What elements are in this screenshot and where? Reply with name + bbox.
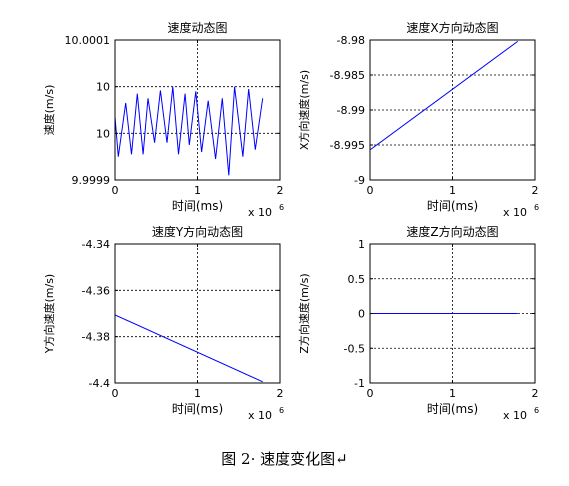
chart-panel-2: 0 1 2 -9 -8.995 -8.99 -8.985 -8.98 速度X方向动态图时间(ms…: [297, 20, 539, 219]
x-tick-label: 2: [277, 387, 284, 400]
x-exponent-power: 6: [534, 203, 539, 212]
x-axis-label: 时间(ms): [427, 199, 478, 213]
y-axis-label: Z方向速度(m/s): [297, 273, 311, 353]
chart-title: 速度Y方向动态图: [152, 224, 243, 239]
x-tick-label: 2: [532, 387, 539, 400]
x-exponent-base: x 10: [248, 409, 272, 422]
y-tick-label: -8.99: [337, 104, 365, 117]
x-exponent-power: 6: [279, 406, 284, 415]
y-tick-label: -8.985: [330, 69, 365, 82]
y-axis-label: Y方向速度(m/s): [42, 274, 56, 354]
y-tick-label: -4.38: [82, 331, 110, 344]
x-axis-label: 时间(ms): [427, 402, 478, 416]
x-tick-label: 2: [532, 184, 539, 197]
x-exponent-power: 6: [534, 406, 539, 415]
y-tick-label: -1: [354, 377, 365, 390]
series-line: [115, 86, 264, 176]
x-exponent-base: x 10: [503, 409, 527, 422]
chart-title: 速度动态图: [167, 20, 227, 35]
x-tick-label: 0: [112, 387, 119, 400]
y-tick-label: -0.5: [344, 342, 365, 355]
chart-title: 速度Z方向动态图: [406, 224, 498, 239]
x-exponent-base: x 10: [248, 206, 272, 219]
y-tick-label: -4.4: [89, 377, 110, 390]
y-tick-label: 9.9999: [72, 174, 111, 187]
x-tick-label: 0: [112, 184, 119, 197]
x-tick-label: 0: [367, 387, 374, 400]
y-axis-label: 速度(m/s): [42, 85, 56, 136]
x-tick-label: 1: [449, 184, 456, 197]
y-tick-label: 0: [358, 308, 365, 321]
x-tick-label: 1: [194, 184, 201, 197]
y-tick-label: 0.5: [348, 273, 366, 286]
x-axis-label: 时间(ms): [172, 402, 223, 416]
y-tick-label: 1: [358, 238, 365, 251]
series-line: [115, 314, 263, 383]
x-exponent-power: 6: [279, 203, 284, 212]
y-tick-label: -4.36: [82, 284, 110, 297]
figure-caption: 图 2· 速度变化图↵: [221, 450, 348, 468]
y-tick-label: -8.98: [337, 34, 365, 47]
y-tick-label: 10: [96, 81, 110, 94]
y-tick-label: -4.34: [82, 238, 110, 251]
y-tick-label: 10.0001: [65, 34, 111, 47]
y-tick-label: -8.995: [330, 139, 365, 152]
series-line: [370, 40, 518, 151]
x-tick-label: 1: [449, 387, 456, 400]
x-tick-label: 2: [277, 184, 284, 197]
y-tick-label: 10: [96, 127, 110, 140]
y-axis-label: X方向速度(m/s): [297, 70, 311, 150]
x-exponent-base: x 10: [503, 206, 527, 219]
x-tick-label: 0: [367, 184, 374, 197]
x-axis-label: 时间(ms): [172, 199, 223, 213]
y-tick-label: -9: [354, 174, 365, 187]
x-tick-label: 1: [194, 387, 201, 400]
chart-title: 速度X方向动态图: [406, 20, 498, 35]
